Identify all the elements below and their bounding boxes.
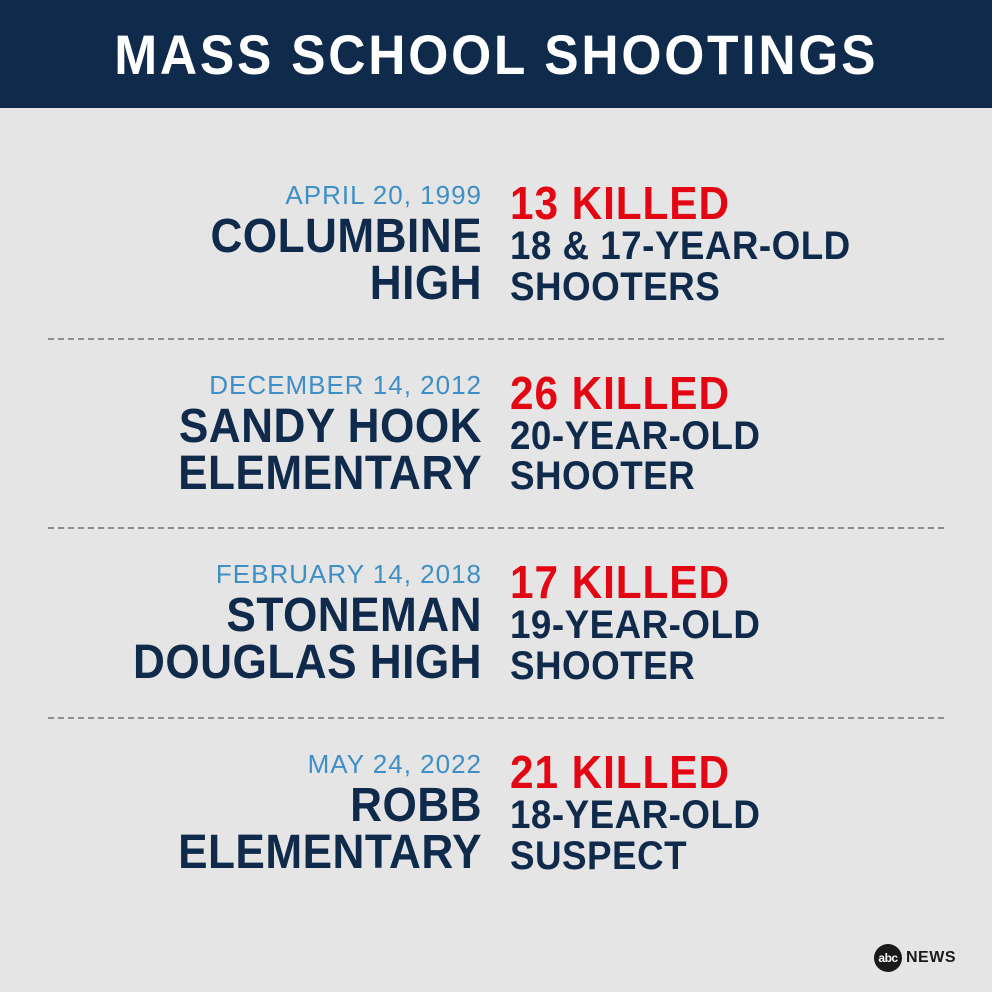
event-shooter: 20-YEAR-OLDSHOOTER — [510, 416, 909, 498]
event-school: STONEMANDOUGLAS HIGH — [83, 592, 482, 686]
event-killed: 21 KILLED — [510, 749, 909, 795]
source-credit: abc NEWS — [874, 944, 956, 972]
event-school: COLUMBINEHIGH — [83, 213, 482, 307]
event-date: FEBRUARY 14, 2018 — [48, 559, 482, 590]
event-killed: 17 KILLED — [510, 559, 909, 605]
event-row: DECEMBER 14, 2012 SANDY HOOKELEMENTARY 2… — [48, 340, 944, 530]
event-row: APRIL 20, 1999 COLUMBINEHIGH 13 KILLED 1… — [48, 150, 944, 340]
event-killed: 13 KILLED — [510, 180, 909, 226]
event-left: DECEMBER 14, 2012 SANDY HOOKELEMENTARY — [48, 370, 496, 497]
event-row: FEBRUARY 14, 2018 STONEMANDOUGLAS HIGH 1… — [48, 529, 944, 719]
event-left: APRIL 20, 1999 COLUMBINEHIGH — [48, 180, 496, 307]
event-shooter: 19-YEAR-OLDSHOOTER — [510, 605, 909, 687]
event-right: 21 KILLED 18-YEAR-OLDSUSPECT — [496, 749, 944, 877]
event-left: FEBRUARY 14, 2018 STONEMANDOUGLAS HIGH — [48, 559, 496, 686]
page-title: MASS SCHOOL SHOOTINGS — [114, 22, 878, 87]
event-right: 17 KILLED 19-YEAR-OLDSHOOTER — [496, 559, 944, 687]
source-label: NEWS — [906, 949, 956, 967]
abc-logo-icon: abc — [874, 944, 902, 972]
event-shooter: 18-YEAR-OLDSUSPECT — [510, 795, 909, 877]
event-date: APRIL 20, 1999 — [48, 180, 482, 211]
event-school: SANDY HOOKELEMENTARY — [83, 403, 482, 497]
header-bar: MASS SCHOOL SHOOTINGS — [0, 0, 992, 108]
event-row: MAY 24, 2022 ROBBELEMENTARY 21 KILLED 18… — [48, 719, 944, 907]
event-school: ROBBELEMENTARY — [83, 782, 482, 876]
event-date: MAY 24, 2022 — [48, 749, 482, 780]
event-shooter: 18 & 17-YEAR-OLDSHOOTERS — [510, 226, 909, 308]
event-left: MAY 24, 2022 ROBBELEMENTARY — [48, 749, 496, 876]
event-date: DECEMBER 14, 2012 — [48, 370, 482, 401]
event-right: 26 KILLED 20-YEAR-OLDSHOOTER — [496, 370, 944, 498]
events-list: APRIL 20, 1999 COLUMBINEHIGH 13 KILLED 1… — [0, 108, 992, 906]
event-killed: 26 KILLED — [510, 370, 909, 416]
event-right: 13 KILLED 18 & 17-YEAR-OLDSHOOTERS — [496, 180, 944, 308]
